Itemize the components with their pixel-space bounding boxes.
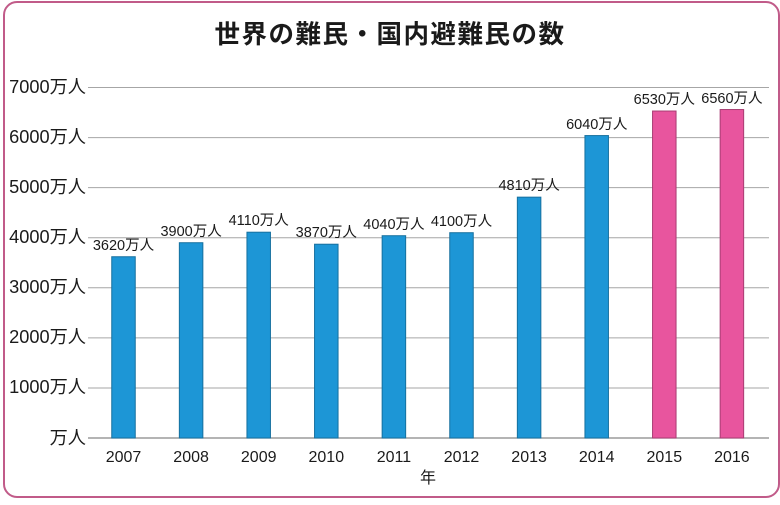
svg-text:4110万人: 4110万人 <box>229 213 290 229</box>
svg-text:6040万人: 6040万人 <box>566 117 628 133</box>
svg-text:6000万人: 6000万人 <box>9 127 86 147</box>
svg-text:2012: 2012 <box>444 449 480 466</box>
svg-text:4810万人: 4810万人 <box>498 178 560 194</box>
svg-text:2011: 2011 <box>377 449 412 466</box>
svg-text:2015: 2015 <box>647 449 683 466</box>
svg-text:万人: 万人 <box>50 428 86 448</box>
svg-text:2014: 2014 <box>579 449 615 466</box>
svg-text:5000万人: 5000万人 <box>9 177 86 197</box>
svg-text:4000万人: 4000万人 <box>9 227 86 247</box>
svg-text:4040万人: 4040万人 <box>363 217 425 233</box>
svg-text:6530万人: 6530万人 <box>634 92 696 108</box>
svg-text:3000万人: 3000万人 <box>9 277 86 297</box>
svg-text:3900万人: 3900万人 <box>160 224 222 240</box>
svg-text:2016: 2016 <box>714 449 750 466</box>
svg-text:2007: 2007 <box>106 449 142 466</box>
svg-text:7000万人: 7000万人 <box>9 77 86 97</box>
svg-text:1000万人: 1000万人 <box>9 377 86 397</box>
svg-text:6560万人: 6560万人 <box>701 91 763 107</box>
svg-text:2008: 2008 <box>173 449 209 466</box>
svg-text:2013: 2013 <box>511 449 547 466</box>
svg-text:2009: 2009 <box>241 449 277 466</box>
svg-text:2010: 2010 <box>309 449 345 466</box>
svg-text:3620万人: 3620万人 <box>93 238 155 254</box>
svg-text:2000万人: 2000万人 <box>9 327 86 347</box>
svg-text:4100万人: 4100万人 <box>431 214 493 230</box>
svg-text:3870万人: 3870万人 <box>296 225 358 241</box>
svg-text:年: 年 <box>420 469 436 487</box>
